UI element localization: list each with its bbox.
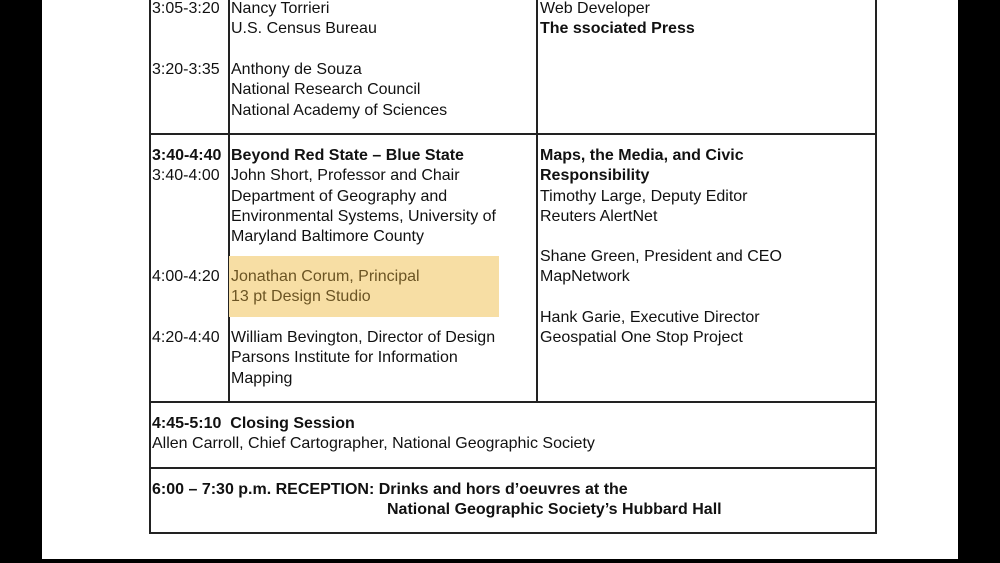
row-divider xyxy=(149,401,877,403)
speaker-affiliation: National Research Council xyxy=(231,81,421,99)
session-title: Responsibility xyxy=(540,167,650,185)
speaker-affiliation: Parsons Institute for Information xyxy=(231,349,458,367)
row-divider xyxy=(149,133,877,135)
session-block: Beyond Red State – Blue State John Short… xyxy=(231,146,496,247)
column-divider xyxy=(536,0,538,402)
session-time: 4:45-5:10 xyxy=(152,415,222,432)
closing-session: 4:45-5:10 Closing Session Allen Carroll,… xyxy=(152,414,595,455)
speaker-affiliation: Mapping xyxy=(231,369,293,387)
highlight-box xyxy=(229,256,499,317)
reception-line-2: National Geographic Society’s Hubbard Ha… xyxy=(387,501,722,518)
speaker-name: Timothy Large, Deputy Editor xyxy=(540,187,748,205)
speaker-affiliation: Environmental Systems, University of xyxy=(231,207,496,225)
speaker-title: Web Developer xyxy=(540,0,650,17)
speaker-entry: Shane Green, President and CEO MapNetwor… xyxy=(540,247,782,288)
speaker-entry: Allen Carroll, Chief Cartographer, Natio… xyxy=(152,435,595,453)
right-entry: Web Developer The ssociated Press xyxy=(540,0,695,40)
speaker-name: Shane Green, President and CEO xyxy=(540,248,782,265)
speaker-entry: Hank Garie, Executive Director Geospatia… xyxy=(540,308,760,349)
time-slot: 3:20-3:35 xyxy=(152,61,220,78)
speaker-entry: William Bevington, Director of Design Pa… xyxy=(231,328,495,389)
speaker-name: John Short, Professor and Chair xyxy=(231,167,460,185)
speaker-name: Anthony de Souza xyxy=(231,61,362,78)
speaker-name: Nancy Torrieri xyxy=(231,0,330,17)
speaker-affiliation: The ssociated Press xyxy=(540,20,695,38)
session-title: Beyond Red State – Blue State xyxy=(231,147,464,164)
speaker-affiliation: National Academy of Sciences xyxy=(231,101,448,119)
speaker-entry: Nancy Torrieri U.S. Census Bureau xyxy=(231,0,377,40)
session-title: Closing Session xyxy=(230,415,355,432)
highlighted-speaker-entry: Jonathan Corum, Principal 13 pt Design S… xyxy=(231,267,420,308)
speaker-entry: Anthony de Souza National Research Counc… xyxy=(231,60,447,121)
table-border-left xyxy=(149,0,151,534)
time-slot: 3:05-3:20 xyxy=(152,0,220,17)
time-column: 3:40-4:40 3:40-4:00 xyxy=(152,146,221,187)
speaker-name: William Bevington, Director of Design xyxy=(231,329,496,346)
speaker-affiliation: Geospatial One Stop Project xyxy=(540,329,743,347)
reception-line-1: 6:00 – 7:30 p.m. RECEPTION: Drinks and h… xyxy=(152,481,628,498)
time-slot: 3:40-4:00 xyxy=(152,167,220,185)
speaker-affiliation: Reuters AlertNet xyxy=(540,207,658,225)
right-session-block: Maps, the Media, and Civic Responsibilit… xyxy=(540,146,748,227)
speaker-name: Jonathan Corum, Principal xyxy=(231,268,420,285)
speaker-affiliation: MapNetwork xyxy=(540,268,630,286)
column-divider xyxy=(228,0,230,402)
time-slot: 4:00-4:20 xyxy=(152,268,220,285)
speaker-affiliation: U.S. Census Bureau xyxy=(231,20,377,38)
table-border-right xyxy=(875,0,877,534)
document-page xyxy=(42,0,958,559)
session-title: Maps, the Media, and Civic xyxy=(540,147,744,164)
speaker-affiliation: 13 pt Design Studio xyxy=(231,288,371,306)
speaker-affiliation: Maryland Baltimore County xyxy=(231,228,424,246)
table-border-bottom xyxy=(149,532,877,534)
session-time: 3:40-4:40 xyxy=(152,147,222,164)
row-divider xyxy=(149,467,877,469)
speaker-affiliation: Department of Geography and xyxy=(231,187,448,205)
speaker-name: Hank Garie, Executive Director xyxy=(540,309,760,326)
time-slot: 4:20-4:40 xyxy=(152,329,220,346)
